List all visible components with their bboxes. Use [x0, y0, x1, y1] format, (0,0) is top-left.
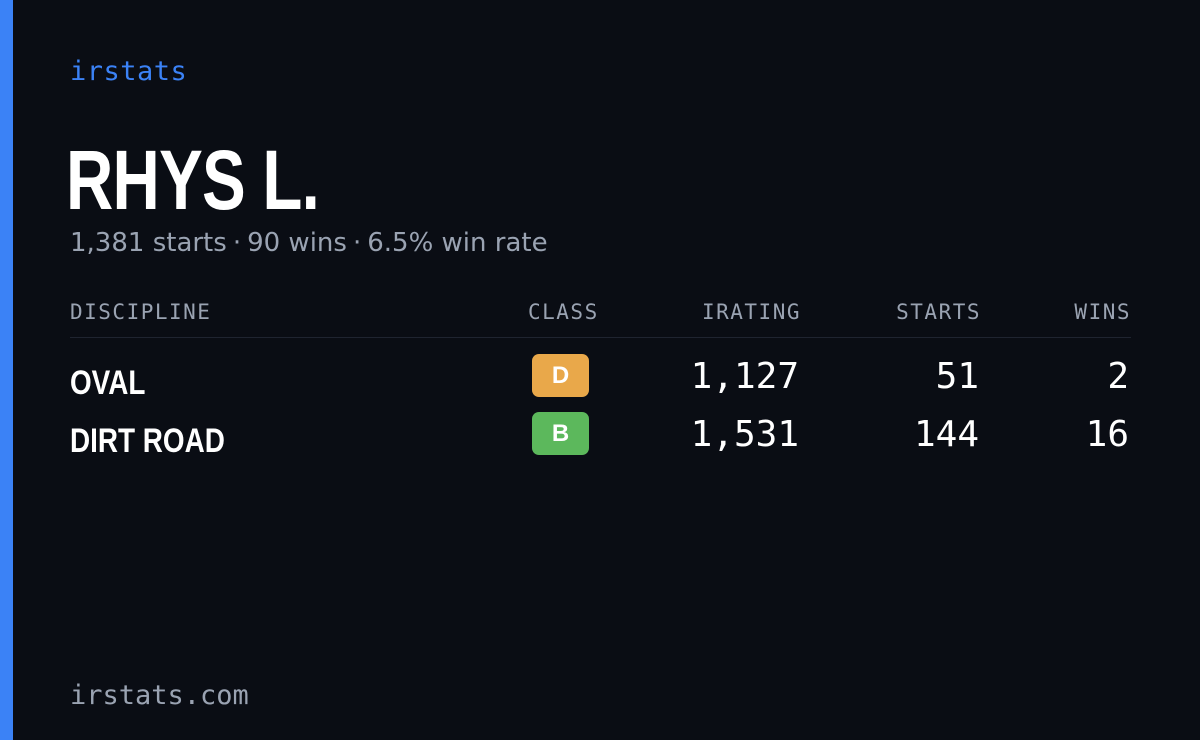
win-rate: 6.5% win rate [367, 228, 548, 258]
table-row: OVAL D 1,127 51 2 [70, 338, 1131, 402]
discipline-name: DIRT ROAD [70, 422, 225, 460]
header-starts: STARTS [896, 300, 981, 324]
table-header: DISCIPLINE CLASS IRATING STARTS WINS [70, 296, 1131, 338]
brand-logo[interactable]: irstats [70, 56, 188, 87]
irating-value: 1,531 [690, 414, 799, 455]
irating-value: 1,127 [690, 356, 799, 397]
starts-value: 51 [935, 356, 979, 397]
footer-url[interactable]: irstats.com [70, 680, 249, 711]
discipline-table: DISCIPLINE CLASS IRATING STARTS WINS OVA… [70, 296, 1131, 460]
separator: · [232, 228, 242, 258]
separator: · [352, 228, 362, 258]
player-summary: 1,381 starts · 90 wins · 6.5% win rate [70, 228, 548, 258]
wins-total: 90 wins [247, 228, 347, 258]
table-row: DIRT ROAD B 1,531 144 16 [70, 396, 1131, 460]
starts-value: 144 [913, 414, 979, 455]
wins-value: 16 [1085, 414, 1129, 455]
player-name: RHYS L. [66, 133, 320, 227]
header-class: CLASS [528, 300, 599, 324]
class-badge: D [532, 354, 589, 397]
discipline-name: OVAL [70, 364, 146, 402]
starts-total: 1,381 starts [70, 228, 227, 258]
wins-value: 2 [1107, 356, 1129, 397]
accent-bar [0, 0, 13, 740]
class-badge: B [532, 412, 589, 455]
header-irating: IRATING [701, 300, 801, 324]
header-wins: WINS [1074, 300, 1131, 324]
header-discipline: DISCIPLINE [70, 300, 212, 324]
